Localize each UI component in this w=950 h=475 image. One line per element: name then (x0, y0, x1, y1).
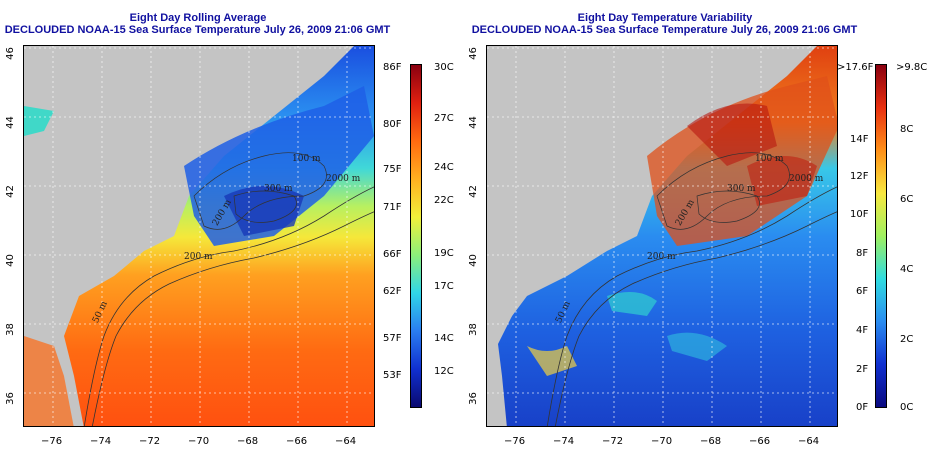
right-lon-tick-70: −70 (651, 436, 673, 447)
right-cb-f-2: 2F (856, 364, 869, 375)
left-cb-c-12: 12C (434, 366, 454, 377)
left-contour-label-100m: 100 m (292, 154, 321, 164)
left-lat-tick-44: 44 (4, 116, 16, 129)
right-contour-label-2000m: 2000 m (789, 174, 824, 184)
left-lat-tick-40: 40 (4, 254, 16, 267)
right-lat-tick-40: 40 (467, 254, 479, 267)
right-title-line1: Eight Day Temperature Variability (577, 12, 753, 24)
right-map-sst-variability: 100 m 300 m 200 m 2000 m 200 m 50 m (486, 45, 838, 427)
right-cb-f-12: 12F (850, 171, 869, 182)
right-lon-tick-72: −72 (602, 436, 624, 447)
right-cb-c-6: 6C (900, 194, 914, 205)
right-cb-f-10: 10F (850, 209, 869, 220)
right-lat-tick-46: 46 (467, 47, 479, 60)
left-lon-tick-70: −70 (188, 436, 210, 447)
left-lat-tick-36: 36 (4, 392, 16, 405)
left-colorbar (410, 64, 422, 408)
right-cb-f-14: 14F (850, 134, 869, 145)
left-cb-f-86: 86F (383, 62, 402, 73)
right-cb-c-2: 2C (900, 334, 914, 345)
right-cb-f-4: 4F (856, 325, 869, 336)
right-map-graphic: 100 m 300 m 200 m 2000 m 200 m 50 m (487, 46, 837, 426)
left-title-line1: Eight Day Rolling Average (129, 12, 267, 24)
left-lon-tick-66: −66 (286, 436, 308, 447)
left-contour-label-300m: 300 m (264, 184, 293, 194)
left-lat-tick-46: 46 (4, 47, 16, 60)
left-lat-tick-42: 42 (4, 185, 16, 198)
right-lat-tick-44: 44 (467, 116, 479, 129)
left-cb-c-27: 27C (434, 113, 454, 124)
right-cb-f-0: 0F (856, 402, 869, 413)
right-cb-f-6: 6F (856, 286, 869, 297)
left-map-sst-average: 100 m 300 m 200 m 2000 m 200 m 50 m (23, 45, 375, 427)
left-contour-label-200m: 200 m (184, 252, 213, 262)
right-lon-tick-68: −68 (700, 436, 722, 447)
left-cb-f-57: 57F (383, 333, 402, 344)
left-cb-f-75: 75F (383, 164, 402, 175)
left-lon-tick-76: −76 (41, 436, 63, 447)
left-cb-f-71: 71F (383, 202, 402, 213)
right-lat-tick-38: 38 (467, 323, 479, 336)
left-cb-c-30: 30C (434, 62, 454, 73)
left-title-line2: DECLOUDED NOAA-15 Sea Surface Temperatur… (4, 24, 391, 36)
left-lat-tick-38: 38 (4, 323, 16, 336)
right-lon-tick-66: −66 (749, 436, 771, 447)
left-lon-tick-72: −72 (139, 436, 161, 447)
right-cb-c-0: 0C (900, 402, 914, 413)
left-cb-c-14: 14C (434, 333, 454, 344)
left-cb-c-24: 24C (434, 162, 454, 173)
right-cb-c-4: 4C (900, 264, 914, 275)
left-cb-c-19: 19C (434, 248, 454, 259)
right-cb-c-max: >9.8C (896, 62, 928, 73)
right-cb-f-8: 8F (856, 248, 869, 259)
right-cb-c-8: 8C (900, 124, 914, 135)
left-map-graphic: 100 m 300 m 200 m 2000 m 200 m 50 m (24, 46, 374, 426)
right-lon-tick-74: −74 (553, 436, 575, 447)
right-lat-tick-42: 42 (467, 185, 479, 198)
left-cb-f-53: 53F (383, 370, 402, 381)
left-lon-tick-64: −64 (335, 436, 357, 447)
left-lon-tick-74: −74 (90, 436, 112, 447)
left-cb-f-62: 62F (383, 286, 402, 297)
left-cb-c-22: 22C (434, 195, 454, 206)
left-cb-f-66: 66F (383, 249, 402, 260)
right-title-line2: DECLOUDED NOAA-15 Sea Surface Temperatur… (471, 24, 858, 36)
left-cb-f-80: 80F (383, 119, 402, 130)
left-lon-tick-68: −68 (237, 436, 259, 447)
right-lon-tick-76: −76 (504, 436, 526, 447)
left-contour-label-2000m: 2000 m (326, 174, 361, 184)
right-cb-f-max: >17.6F (837, 62, 874, 73)
right-colorbar (875, 64, 887, 408)
right-contour-label-300m: 300 m (727, 184, 756, 194)
right-contour-label-200m: 200 m (647, 252, 676, 262)
right-lon-tick-64: −64 (798, 436, 820, 447)
left-cb-c-17: 17C (434, 281, 454, 292)
right-contour-label-100m: 100 m (755, 154, 784, 164)
right-lat-tick-36: 36 (467, 392, 479, 405)
